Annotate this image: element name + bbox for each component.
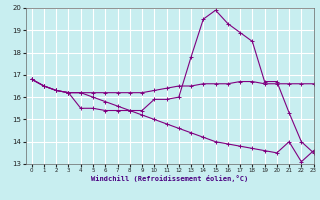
X-axis label: Windchill (Refroidissement éolien,°C): Windchill (Refroidissement éolien,°C) xyxy=(91,175,248,182)
